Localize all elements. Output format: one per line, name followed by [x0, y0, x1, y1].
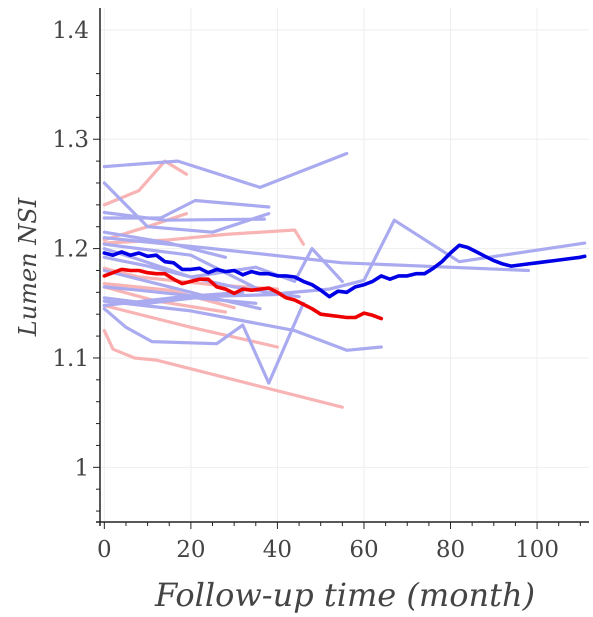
- y-tick-label: 1: [74, 455, 89, 481]
- y-axis-title: Lumen NSI: [14, 197, 42, 337]
- light-blue-series-line: [102, 210, 266, 222]
- x-tick-label: 60: [349, 537, 378, 563]
- y-tick-label: 1.3: [52, 127, 89, 153]
- y-tick-label: 1.1: [52, 346, 89, 372]
- light-blue-series-line: [102, 299, 383, 352]
- light-blue-series-line: [102, 247, 344, 283]
- series-lines: [102, 151, 587, 409]
- x-tick-label: 100: [515, 537, 559, 563]
- x-tick-label: 20: [176, 537, 205, 563]
- blue-mean-series-line: [102, 243, 587, 299]
- grid-lines: [100, 8, 589, 522]
- y-tick-label: 1.2: [52, 237, 89, 263]
- light-blue-series-line: [102, 151, 349, 189]
- light-blue-series-line: [102, 268, 262, 311]
- x-tick-label: 0: [97, 537, 112, 563]
- x-tick-label: 80: [436, 537, 465, 563]
- light-red-series-line: [102, 159, 189, 207]
- light-blue-series-line: [102, 218, 587, 297]
- light-blue-series-line: [102, 230, 228, 259]
- light-blue-series-line: [102, 198, 271, 220]
- x-axis-title: Follow-up time (month): [154, 576, 535, 614]
- light-blue-series-line: [102, 296, 258, 305]
- tick-labels: 0 20 40 60 80 100 1 1.1 1.2 1.3 1.4: [52, 18, 559, 563]
- x-tick-label: 40: [263, 537, 292, 563]
- axes: [93, 8, 589, 529]
- light-red-series-line: [102, 282, 236, 310]
- y-tick-label: 1.4: [52, 18, 89, 44]
- light-blue-series-line: [102, 285, 279, 299]
- light-blue-series-line: [102, 181, 271, 234]
- light-blue-series-line: [102, 301, 305, 385]
- red-mean-series-line: [102, 267, 384, 321]
- light-red-series-line: [102, 329, 344, 409]
